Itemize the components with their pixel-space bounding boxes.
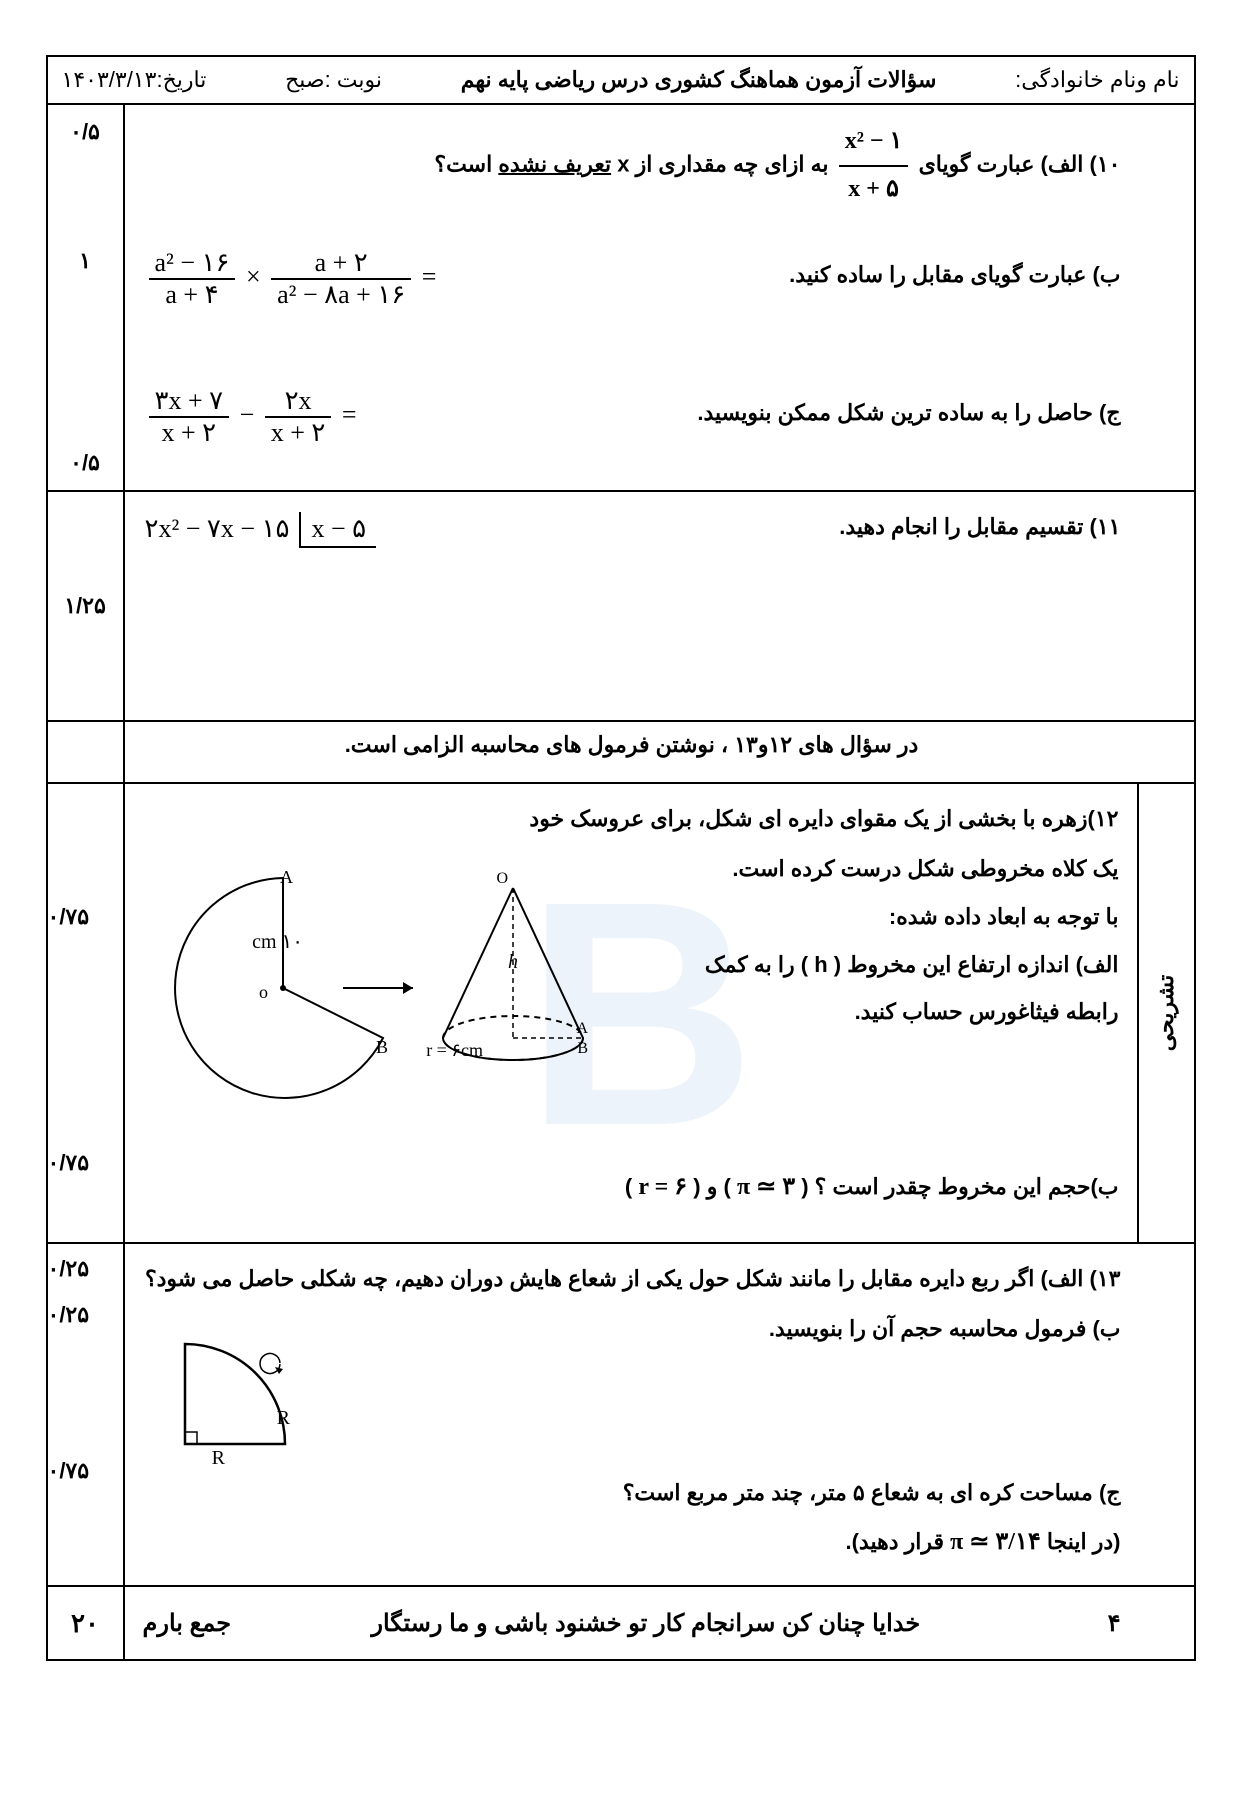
- sector-B: B: [375, 1037, 387, 1057]
- q10a-body: ۱۰) الف) عبارت گویای x² − ۱ x + ۵ به ازا…: [125, 105, 1139, 234]
- q12-figure: A B o ۱۰ cm: [163, 838, 603, 1118]
- total-score: ۲۰: [48, 1587, 125, 1659]
- q13-R2: R: [211, 1447, 225, 1464]
- q12a-score: ۰/۷۵: [48, 904, 90, 930]
- sector-radius: ۱۰ cm: [252, 931, 303, 953]
- q13b-score: ۰/۲۵: [48, 1302, 90, 1328]
- q11-score: ۱/۲۵: [48, 492, 125, 720]
- cone-r: r = ۶cm: [426, 1040, 483, 1060]
- q12b-text: ب)حجم این مخروط چقدر است ؟ ( π ≃ ۳ ) و (…: [143, 1165, 1119, 1211]
- q11-body: ۱۱) تقسیم مقابل را انجام دهید. ۲x² − ۷x …: [125, 492, 1139, 720]
- empty-score: [48, 722, 125, 782]
- shift-label: نوبت :صبح: [285, 67, 382, 93]
- q10a-score: ۰/۵: [48, 105, 125, 234]
- side-spacer: [1139, 1587, 1194, 1659]
- q10b-expression: a² − ۱۶ a + ۴ × a + ۲ a² − ۸a + ۱۶ =: [145, 248, 437, 310]
- q13-scores: ۰/۲۵ ۰/۲۵ ۰/۷۵: [48, 1244, 125, 1585]
- side-spacer: [1139, 105, 1194, 234]
- q10b-row: ب) عبارت گویای مقابل را ساده كنید. a² − …: [48, 234, 1194, 372]
- sector-shape: A B o ۱۰ cm: [175, 867, 388, 1098]
- side-label: تشریحی: [1153, 975, 1179, 1052]
- side-spacer: [1139, 1244, 1194, 1585]
- date: تاریخ:۱۴۰۳/۳/۱۳: [62, 67, 207, 93]
- side-spacer: [1139, 722, 1194, 782]
- q12-scores: ۰/۷۵ ۰/۷۵: [48, 784, 125, 1242]
- arrow-icon: [343, 982, 413, 994]
- q10c-body: ج) حاصل را به ساده ترين شكل ممكن بنويسید…: [125, 372, 1139, 490]
- cone-O: O: [496, 870, 508, 887]
- cone-sector-svg: A B o ۱۰ cm: [163, 838, 603, 1118]
- sector-O: o: [259, 982, 268, 1002]
- sector-A: A: [280, 867, 293, 887]
- instruction-text: در سؤال های ۱۲و۱۳ ، نوشتن فرمول های محاس…: [125, 722, 1139, 782]
- q10c-row: ج) حاصل را به ساده ترين شكل ممكن بنويسید…: [48, 372, 1194, 492]
- cone-h: h: [508, 951, 518, 973]
- instruction-row: در سؤال های ۱۲و۱۳ ، نوشتن فرمول های محاس…: [48, 722, 1194, 784]
- name-label: نام ونام خانوادگی:: [1015, 67, 1179, 93]
- sum-label: جمع بارم: [143, 1609, 232, 1638]
- q10c-expression: ۳x + ۷ x + ۲ − ۲x x + ۲ =: [145, 386, 357, 448]
- q12b-score: ۰/۷۵: [48, 1150, 90, 1176]
- q13c-score: ۰/۷۵: [48, 1458, 90, 1484]
- page-number: ۴: [1061, 1609, 1121, 1638]
- q10a-row: ۱۰) الف) عبارت گویای x² − ۱ x + ۵ به ازا…: [48, 105, 1194, 234]
- q10b-score: ۱: [48, 234, 125, 372]
- q13-body: ۱۳) الف) اگر ربع دایره مقابل را مانند شک…: [125, 1244, 1139, 1585]
- q10a-text: ۱۰) الف) عبارت گویای x² − ۱ x + ۵ به ازا…: [143, 119, 1121, 212]
- q10c-score: ۰/۵: [48, 372, 125, 490]
- q13a-score: ۰/۲۵: [48, 1256, 90, 1282]
- cone-shape: h O A B r = ۶cm: [426, 870, 588, 1060]
- footer-poem: خدایا چنان کن سرانجام کار تو خشنود باشی …: [231, 1609, 1060, 1638]
- page-header: نام ونام خانوادگی: سؤالات آزمون هماهنگ ك…: [48, 57, 1194, 105]
- quarter-circle-svg: R R: [165, 1314, 325, 1464]
- exam-title: سؤالات آزمون هماهنگ كشوری درس رياضی پايه…: [461, 67, 937, 93]
- cone-A: A: [576, 1020, 588, 1037]
- q11-row: ۱۱) تقسیم مقابل را انجام دهید. ۲x² − ۷x …: [48, 492, 1194, 722]
- exam-page: نام ونام خانوادگی: سؤالات آزمون هماهنگ ك…: [46, 55, 1196, 1661]
- q10b-body: ب) عبارت گویای مقابل را ساده كنید. a² − …: [125, 234, 1139, 372]
- q13-R1: R: [276, 1407, 290, 1429]
- footer-row: ۴ خدایا چنان کن سرانجام کار تو خشنود باش…: [48, 1587, 1194, 1659]
- q12-line1: ۱۲)زهره با بخشی از یک مقوای دایره ای شکل…: [143, 798, 1119, 840]
- side-spacer: [1139, 234, 1194, 372]
- q13c-text2: (در اینجا π ≃ ۳/۱۴ قرار دهید).: [143, 1520, 1121, 1566]
- q11-division: ۲x² − ۷x − ۱۵ x − ۵: [145, 512, 377, 548]
- q13-row: ۱۳) الف) اگر ربع دایره مقابل را مانند شک…: [48, 1244, 1194, 1587]
- side-spacer: [1139, 372, 1194, 490]
- q13c-text: ج) مساحت کره ای به شعاع ۵ متر، چند متر م…: [143, 1472, 1121, 1514]
- q12-row: تشریحی B ۱۲)زهره با بخشی از یک مقوای دای…: [48, 784, 1194, 1244]
- q13-figure: R R: [165, 1314, 325, 1470]
- q12-body: B ۱۲)زهره با بخشی از یک مقوای دایره ای ش…: [125, 784, 1137, 1242]
- side-spacer: [1139, 492, 1194, 720]
- q13a-text: ۱۳) الف) اگر ربع دایره مقابل را مانند شک…: [143, 1258, 1121, 1300]
- side-label-col: تشریحی: [1137, 784, 1194, 1242]
- footer-body: ۴ خدایا چنان کن سرانجام کار تو خشنود باش…: [125, 1587, 1139, 1659]
- q10a-fraction: x² − ۱ x + ۵: [839, 119, 909, 212]
- cone-B2: B: [577, 1040, 588, 1057]
